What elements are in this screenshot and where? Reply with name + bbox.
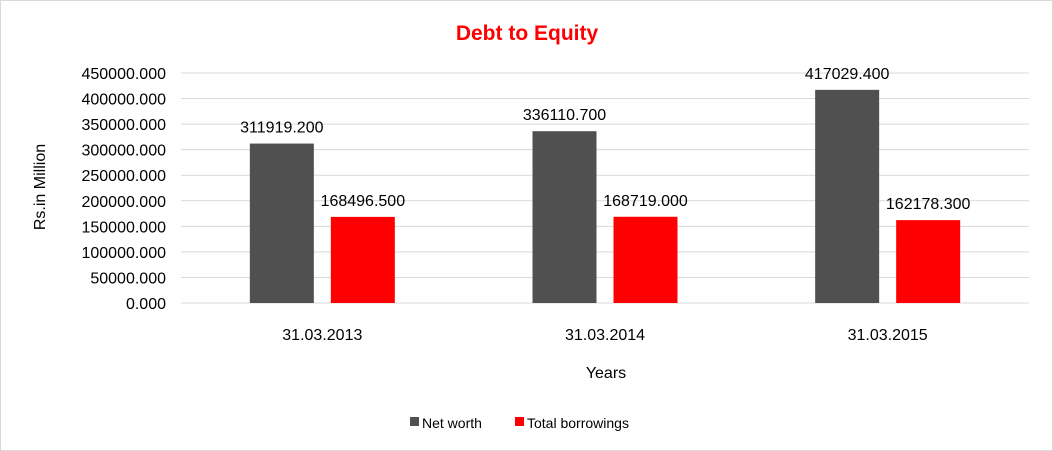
bar-total-borrowings <box>613 216 678 303</box>
data-labels: 311919.200 168496.500 336110.700 168719.000… <box>240 66 970 213</box>
x-category-label: 31.03.2013 <box>282 327 362 344</box>
y-tick-label: 100000.000 <box>81 245 166 262</box>
data-label: 311919.200 <box>240 120 323 137</box>
y-tick-label: 150000.000 <box>81 219 166 236</box>
y-tick-label: 50000.000 <box>90 270 166 287</box>
x-category-label: 31.03.2015 <box>848 327 928 344</box>
x-axis-title: Years <box>586 365 626 382</box>
x-axis-category-labels: 31.03.2013 31.03.2014 31.03.2015 <box>282 327 928 344</box>
chart-title: Debt to Equity <box>456 22 599 45</box>
y-tick-label: 400000.000 <box>81 92 166 109</box>
data-label: 162178.300 <box>886 196 971 213</box>
legend: Net worth Total borrowings <box>410 415 629 431</box>
bar-net-worth <box>532 131 597 303</box>
legend-label: Net worth <box>422 415 482 431</box>
legend-swatch <box>410 417 419 426</box>
y-tick-label: 450000.000 <box>81 66 166 83</box>
data-label: 417029.400 <box>805 66 890 83</box>
bar-total-borrowings <box>896 220 961 303</box>
y-axis-tick-labels: 0.000 50000.000 100000.000 150000.000 200000… <box>81 66 166 313</box>
bars <box>249 89 961 303</box>
y-tick-label: 250000.000 <box>81 168 166 185</box>
bar-net-worth <box>815 89 880 303</box>
bar-total-borrowings <box>330 216 395 303</box>
y-tick-label: 300000.000 <box>81 143 166 160</box>
y-tick-label: 200000.000 <box>81 194 166 211</box>
y-tick-label: 350000.000 <box>81 117 166 134</box>
legend-swatch <box>515 417 524 426</box>
data-label: 168719.000 <box>603 193 688 210</box>
gridlines <box>181 72 1029 304</box>
y-tick-label: 0.000 <box>126 296 166 313</box>
y-axis-title: Rs.in Million <box>32 144 49 230</box>
x-category-label: 31.03.2014 <box>565 327 645 344</box>
data-label: 336110.700 <box>523 107 606 124</box>
data-label: 168496.500 <box>321 193 406 210</box>
bar-net-worth <box>249 143 314 303</box>
legend-label: Total borrowings <box>527 415 629 431</box>
